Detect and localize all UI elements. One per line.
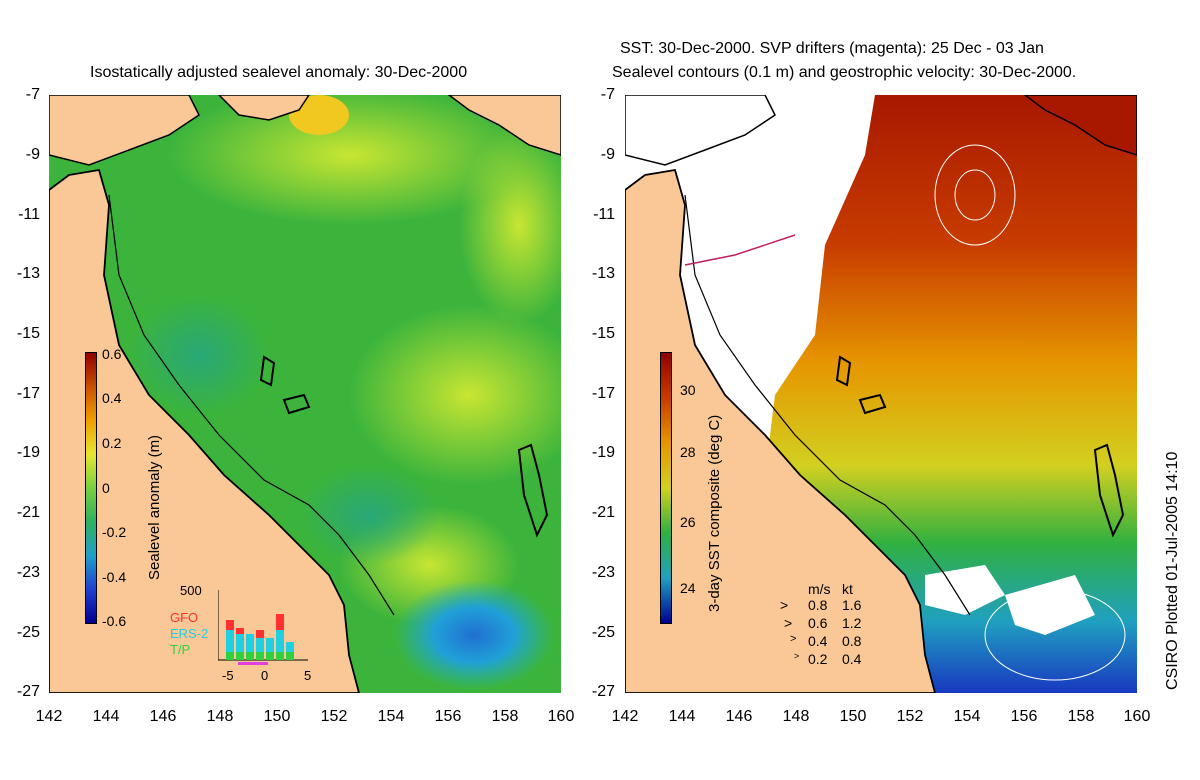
sealevel-colorbar-tick: -0.2 xyxy=(102,524,127,540)
left-y-tick: -11 xyxy=(18,206,40,223)
left-x-tick: 150 xyxy=(263,708,291,725)
speed-legend-ms: 0.6 xyxy=(808,615,828,631)
right-x-tick: 152 xyxy=(896,708,924,725)
right-y-tick: -23 xyxy=(591,564,615,581)
speed-legend-ms: 0.2 xyxy=(808,651,828,667)
sst-colorbar-tick: 24 xyxy=(680,580,696,596)
right-map-title-line2: Sealevel contours (0.1 m) and geostrophi… xyxy=(612,64,1077,81)
right-y-tick: -7 xyxy=(600,86,615,103)
sealevel-colorbar-tick: 0.2 xyxy=(102,435,122,451)
right-x-tick: 158 xyxy=(1067,708,1095,725)
left-y-tick: -7 xyxy=(25,86,40,103)
sealevel-colorbar-tick: 0.6 xyxy=(102,346,122,362)
satellite-histogram-inset xyxy=(217,590,308,668)
right-y-tick: -17 xyxy=(591,385,615,402)
sst-colorbar-tick: 28 xyxy=(680,444,696,460)
sealevel-anomaly-map xyxy=(49,95,561,693)
inset-xtick: 5 xyxy=(304,668,312,683)
speed-legend-kt-header: kt xyxy=(842,581,853,597)
right-x-tick: 156 xyxy=(1010,708,1038,725)
speed-legend-ms: 0.8 xyxy=(808,597,828,613)
sealevel-colorbar-tick: 0 xyxy=(102,480,110,496)
left-y-tick: -21 xyxy=(16,504,40,521)
speed-legend-kt: 1.6 xyxy=(842,597,862,613)
sealevel-colorbar-tick: 0.4 xyxy=(102,390,122,406)
left-map-title: Isostatically adjusted sealevel anomaly:… xyxy=(90,64,468,81)
right-x-tick: 146 xyxy=(725,708,753,725)
inset-ymax-label: 500 xyxy=(180,583,202,598)
left-y-tick: -23 xyxy=(16,564,40,581)
inset-xtick: 0 xyxy=(261,668,269,683)
left-x-tick: 146 xyxy=(149,708,177,725)
right-x-tick: 160 xyxy=(1123,708,1151,725)
speed-legend-arrow: > xyxy=(790,633,797,645)
sst-colorbar-label: 3-day SST composite (deg C) xyxy=(706,414,723,612)
left-x-tick: 142 xyxy=(35,708,63,725)
sst-colorbar-tick: 26 xyxy=(680,514,696,530)
left-y-tick: -17 xyxy=(16,385,40,402)
speed-legend-kt: 0.4 xyxy=(842,651,862,667)
speed-legend-ms: 0.4 xyxy=(808,633,828,649)
left-x-tick: 144 xyxy=(92,708,120,725)
legend-ers2: ERS-2 xyxy=(170,626,209,641)
left-x-tick: 158 xyxy=(491,708,519,725)
left-y-tick: -19 xyxy=(16,444,40,461)
right-map-title-line1: SST: 30-Dec-2000. SVP drifters (magenta)… xyxy=(620,40,1044,57)
right-y-tick: -25 xyxy=(591,624,615,641)
right-x-tick: 144 xyxy=(668,708,696,725)
legend-gfo: GFO xyxy=(170,610,199,625)
legend-tp: T/P xyxy=(170,642,191,657)
speed-legend-arrow: > xyxy=(794,651,800,661)
right-x-tick: 148 xyxy=(782,708,810,725)
sealevel-colorbar-tick: -0.6 xyxy=(102,613,127,629)
left-x-tick: 156 xyxy=(434,708,462,725)
left-y-tick: -9 xyxy=(25,146,40,163)
left-y-tick: -13 xyxy=(16,265,40,282)
right-x-tick: 150 xyxy=(839,708,867,725)
credit-label: CSIRO Plotted 01-Jul-2005 14:10 xyxy=(1164,451,1181,690)
speed-legend-kt: 1.2 xyxy=(842,615,862,631)
left-x-tick: 160 xyxy=(547,708,575,725)
right-y-tick: -13 xyxy=(591,265,615,282)
right-y-tick: -11 xyxy=(593,206,615,223)
left-y-tick: -15 xyxy=(16,325,40,342)
speed-legend-arrow: > xyxy=(784,615,793,631)
left-y-tick: -27 xyxy=(16,683,40,700)
right-y-tick: -27 xyxy=(591,683,615,700)
left-y-tick: -25 xyxy=(16,624,40,641)
sealevel-colorbar-label: Sealevel anomaly (m) xyxy=(146,434,163,580)
sst-colorbar-tick: 30 xyxy=(680,382,696,398)
sst-map xyxy=(625,95,1137,693)
right-y-tick: -9 xyxy=(600,146,615,163)
right-y-tick: -21 xyxy=(591,504,615,521)
sealevel-colorbar-tick: -0.4 xyxy=(102,569,127,585)
left-x-tick: 154 xyxy=(377,708,405,725)
speed-legend-kt: 0.8 xyxy=(842,633,862,649)
speed-legend-arrow: > xyxy=(780,597,789,613)
sealevel-colorbar xyxy=(85,352,97,624)
right-x-tick: 154 xyxy=(953,708,981,725)
speed-legend-ms-header: m/s xyxy=(808,581,831,597)
right-y-tick: -15 xyxy=(591,325,615,342)
sst-colorbar xyxy=(660,352,672,624)
right-y-tick: -19 xyxy=(591,444,615,461)
right-x-tick: 142 xyxy=(611,708,639,725)
left-x-tick: 148 xyxy=(206,708,234,725)
inset-xtick: -5 xyxy=(222,668,234,683)
left-x-tick: 152 xyxy=(320,708,348,725)
